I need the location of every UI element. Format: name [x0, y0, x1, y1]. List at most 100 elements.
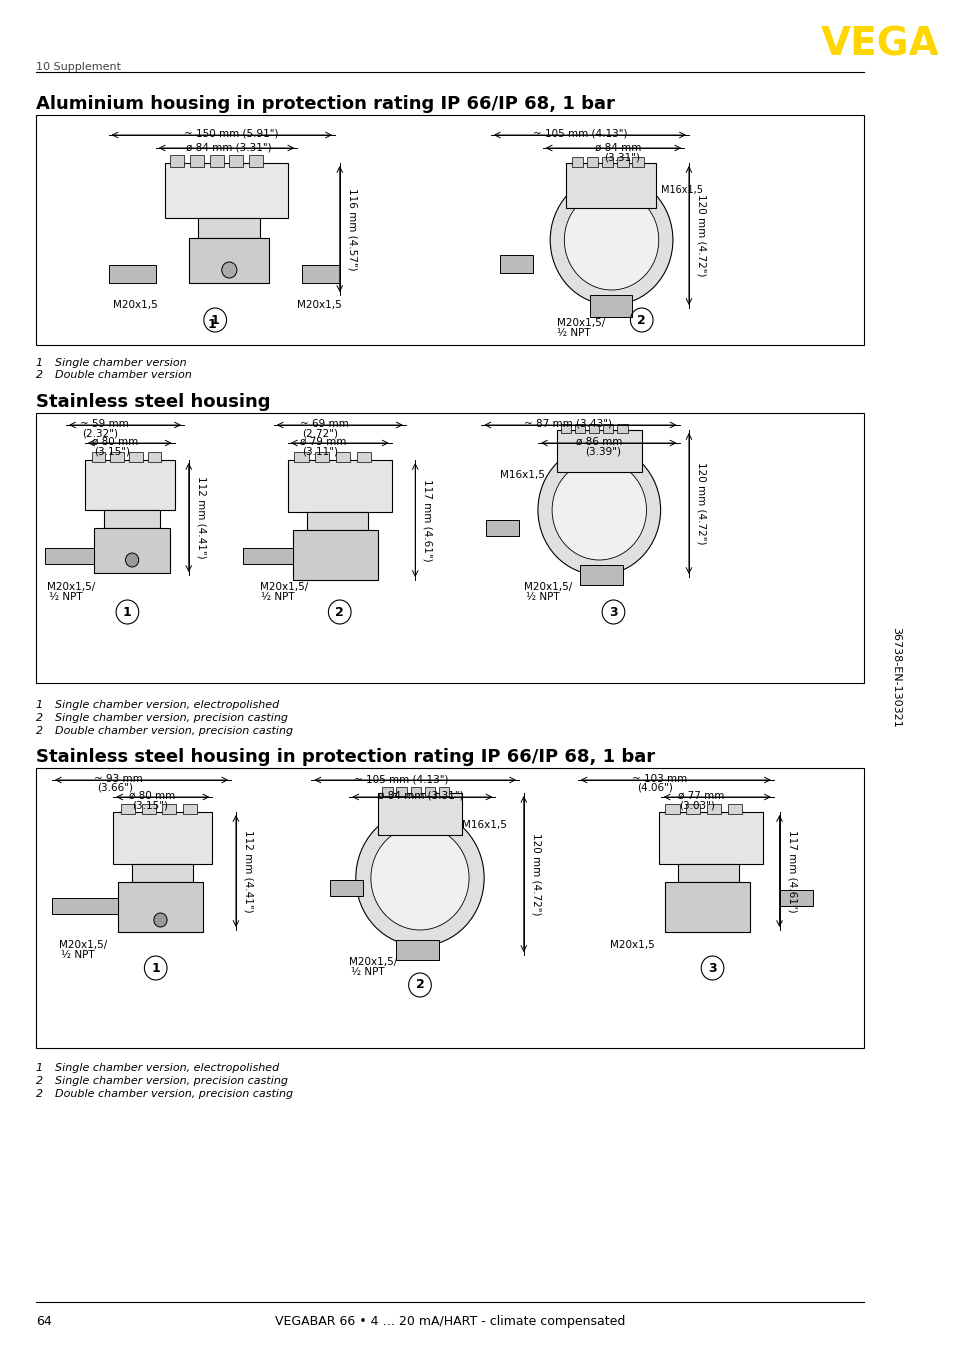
Bar — [132, 864, 193, 881]
Text: Double chamber version: Double chamber version — [54, 370, 192, 380]
Bar — [198, 218, 259, 238]
Bar — [190, 154, 204, 167]
Text: Single chamber version, electropolished: Single chamber version, electropolished — [54, 1063, 278, 1072]
Bar — [85, 460, 174, 510]
Text: M16x1,5: M16x1,5 — [659, 185, 702, 195]
Bar — [410, 787, 420, 796]
Bar — [294, 452, 308, 462]
Text: Single chamber version, electropolished: Single chamber version, electropolished — [54, 700, 278, 709]
Text: (2.32"): (2.32") — [82, 428, 118, 437]
Text: Stainless steel housing: Stainless steel housing — [36, 393, 270, 412]
Text: 1: 1 — [36, 1063, 43, 1072]
Text: ½ NPT: ½ NPT — [49, 592, 83, 603]
Text: Double chamber version, precision casting: Double chamber version, precision castin… — [54, 726, 293, 737]
Text: M20x1,5/: M20x1,5/ — [557, 318, 604, 328]
Text: ø 80 mm: ø 80 mm — [130, 791, 175, 802]
Circle shape — [564, 190, 659, 290]
Bar — [424, 787, 435, 796]
Bar — [664, 804, 679, 814]
Circle shape — [126, 552, 138, 567]
Bar — [288, 460, 392, 512]
Text: Aluminium housing in protection rating IP 66/IP 68, 1 bar: Aluminium housing in protection rating I… — [36, 95, 614, 112]
Text: (3.31"): (3.31") — [603, 152, 639, 162]
Bar — [574, 424, 584, 433]
Bar — [664, 881, 749, 932]
Text: (3.66"): (3.66") — [97, 783, 133, 793]
Bar — [601, 157, 613, 167]
Bar — [602, 424, 613, 433]
Text: ø 79 mm: ø 79 mm — [300, 437, 346, 447]
Text: M20x1,5: M20x1,5 — [113, 301, 158, 310]
Text: VEGA: VEGA — [821, 24, 939, 64]
Text: M20x1,5: M20x1,5 — [609, 940, 654, 951]
Text: 1: 1 — [211, 314, 219, 326]
Bar — [335, 452, 350, 462]
Bar — [162, 804, 176, 814]
Text: 1: 1 — [208, 317, 216, 330]
Bar — [210, 154, 223, 167]
Text: M20x1,5/: M20x1,5/ — [58, 940, 107, 951]
Circle shape — [371, 826, 469, 930]
Text: M20x1,5/: M20x1,5/ — [259, 582, 308, 592]
Bar — [170, 154, 184, 167]
Circle shape — [355, 810, 483, 946]
Text: Double chamber version, precision casting: Double chamber version, precision castin… — [54, 1089, 293, 1099]
Text: M20x1,5/: M20x1,5/ — [349, 957, 397, 967]
Text: 2: 2 — [637, 314, 645, 326]
Text: 1: 1 — [123, 605, 132, 619]
Bar — [183, 804, 197, 814]
Circle shape — [221, 263, 236, 278]
Text: ø 77 mm: ø 77 mm — [677, 791, 723, 802]
Bar — [560, 424, 571, 433]
Text: 2: 2 — [36, 1089, 43, 1099]
Bar — [229, 154, 243, 167]
Text: 120 mm (4.72"): 120 mm (4.72") — [696, 462, 706, 544]
Bar — [118, 881, 203, 932]
Text: 2: 2 — [36, 1076, 43, 1086]
Text: M20x1,5/: M20x1,5/ — [523, 582, 572, 592]
Text: 2: 2 — [36, 726, 43, 737]
Text: M20x1,5/: M20x1,5/ — [47, 582, 95, 592]
Text: M16x1,5: M16x1,5 — [499, 470, 544, 481]
Bar — [148, 452, 161, 462]
Bar — [566, 162, 656, 209]
Bar — [588, 424, 598, 433]
Bar — [571, 157, 582, 167]
Text: ~ 93 mm: ~ 93 mm — [94, 774, 143, 784]
Text: VEGABAR 66 • 4 … 20 mA/HART - climate compensated: VEGABAR 66 • 4 … 20 mA/HART - climate co… — [274, 1315, 625, 1328]
Text: 2: 2 — [36, 714, 43, 723]
Bar — [499, 255, 533, 274]
Bar — [293, 529, 377, 580]
Text: (2.72"): (2.72") — [302, 428, 337, 437]
Bar — [113, 812, 213, 864]
Text: (3.15"): (3.15") — [94, 447, 131, 458]
Text: (4.06"): (4.06") — [637, 783, 672, 793]
Text: 36738-EN-130321: 36738-EN-130321 — [891, 627, 901, 727]
Text: 64: 64 — [36, 1315, 51, 1328]
Bar — [302, 265, 339, 283]
Text: 3: 3 — [707, 961, 716, 975]
Bar — [36, 768, 863, 1048]
Text: ~ 150 mm (5.91"): ~ 150 mm (5.91") — [184, 129, 278, 138]
Bar — [307, 512, 368, 529]
Bar — [330, 880, 363, 896]
Bar — [706, 804, 720, 814]
Text: ½ NPT: ½ NPT — [61, 951, 95, 960]
Bar — [377, 793, 462, 835]
Bar — [632, 157, 643, 167]
Text: 116 mm (4.57"): 116 mm (4.57") — [347, 188, 357, 271]
Bar — [243, 548, 293, 565]
Bar — [189, 238, 269, 283]
Text: 1: 1 — [36, 700, 43, 709]
Bar — [589, 295, 632, 317]
Text: 112 mm (4.41"): 112 mm (4.41") — [196, 475, 206, 558]
Text: 1: 1 — [36, 357, 43, 368]
Bar — [356, 452, 371, 462]
Text: (3.39"): (3.39") — [584, 447, 620, 458]
Bar — [617, 424, 627, 433]
Bar — [485, 520, 518, 536]
Circle shape — [552, 460, 646, 561]
Bar — [36, 115, 863, 345]
Bar — [586, 157, 598, 167]
Text: 112 mm (4.41"): 112 mm (4.41") — [243, 830, 253, 913]
